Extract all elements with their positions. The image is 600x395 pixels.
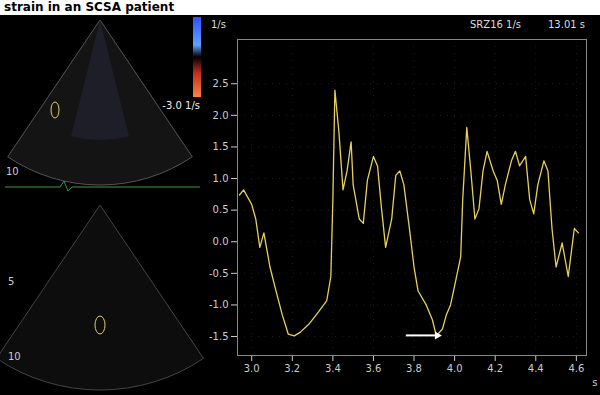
svg-text:1.0: 1.0 bbox=[213, 173, 229, 184]
svg-text:4.6: 4.6 bbox=[568, 363, 584, 374]
svg-text:-1.5: -1.5 bbox=[209, 331, 229, 342]
svg-text:2.5: 2.5 bbox=[213, 78, 229, 89]
svg-text:-0.5: -0.5 bbox=[209, 268, 229, 279]
svg-text:3.2: 3.2 bbox=[284, 363, 300, 374]
svg-text:3.6: 3.6 bbox=[365, 363, 381, 374]
svg-text:0.0: 0.0 bbox=[213, 236, 229, 247]
svg-text:2.0: 2.0 bbox=[213, 110, 229, 121]
html-text:SRZ16 1/s: SRZ16 1/s bbox=[470, 19, 521, 30]
html-text:1/s: 1/s bbox=[211, 19, 226, 30]
html-text:13.01 s: 13.01 s bbox=[548, 19, 585, 30]
svg-text:3.8: 3.8 bbox=[406, 363, 422, 374]
svg-text:1.5: 1.5 bbox=[213, 141, 229, 152]
svg-text:-1.0: -1.0 bbox=[209, 299, 229, 310]
svg-text:-3.0 1/s: -3.0 1/s bbox=[162, 100, 200, 111]
svg-text:10: 10 bbox=[6, 166, 19, 177]
svg-text:0.5: 0.5 bbox=[213, 204, 229, 215]
svg-text:4.0: 4.0 bbox=[447, 363, 463, 374]
svg-text:4.4: 4.4 bbox=[528, 363, 544, 374]
svg-text:10: 10 bbox=[8, 351, 21, 362]
svg-text:5: 5 bbox=[8, 276, 14, 287]
svg-text:4.2: 4.2 bbox=[487, 363, 503, 374]
svg-text:3.0: 3.0 bbox=[244, 363, 260, 374]
html-text:strain in an SCSA patient: strain in an SCSA patient bbox=[4, 0, 175, 14]
svg-text:3.4: 3.4 bbox=[325, 363, 341, 374]
svg-text:s: s bbox=[592, 377, 597, 388]
